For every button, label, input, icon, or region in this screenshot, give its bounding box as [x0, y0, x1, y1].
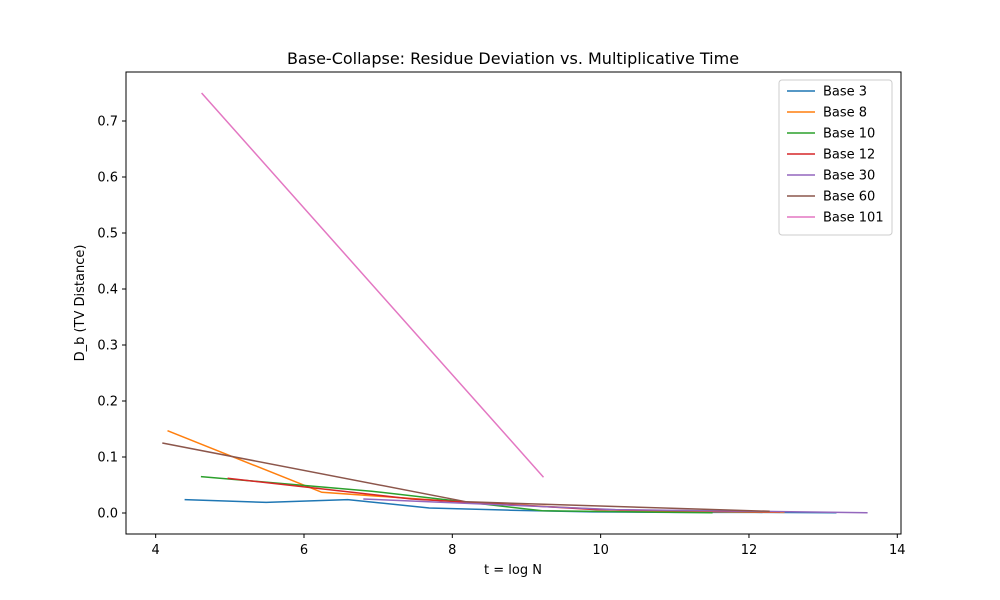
chart-title: Base-Collapse: Residue Deviation vs. Mul… — [287, 49, 739, 68]
y-tick-label: 0.5 — [97, 227, 118, 242]
y-tick-label: 0.3 — [97, 339, 118, 354]
y-axis: 0.0 0.1 0.2 0.3 0.4 0.5 0.6 0.7 — [97, 115, 126, 522]
x-tick-label: 6 — [300, 543, 308, 558]
legend: Base 3 Base 8 Base 10 Base 12 Base 30 Base 60… — [778, 79, 893, 236]
x-tick-label: 14 — [889, 543, 906, 558]
series-line-base-8 — [167, 430, 785, 514]
y-tick-label: 0.1 — [97, 451, 118, 466]
legend-label-base-8: Base 8 — [823, 106, 867, 121]
y-tick-label: 0.6 — [97, 171, 118, 186]
plot-frame — [125, 71, 902, 535]
x-tick-label: 4 — [152, 543, 160, 558]
series-line-base-30 — [363, 498, 868, 514]
y-tick-label: 0.4 — [97, 283, 118, 298]
legend-label-base-101: Base 101 — [823, 211, 884, 226]
y-tick-label: 0.0 — [97, 507, 118, 522]
x-tick-label: 10 — [592, 543, 609, 558]
series-line-base-60 — [162, 442, 770, 513]
x-axis: 4 6 8 10 12 14 — [152, 534, 906, 558]
x-tick-label: 12 — [741, 543, 758, 558]
legend-label-base-10: Base 10 — [823, 127, 875, 142]
legend-label-base-30: Base 30 — [823, 169, 875, 184]
plot-series — [162, 92, 868, 514]
legend-label-base-3: Base 3 — [823, 85, 867, 100]
x-axis-label: t = log N — [484, 563, 542, 578]
legend-label-base-12: Base 12 — [823, 148, 875, 163]
series-line-base-101 — [201, 92, 545, 478]
y-axis-label: D_b (TV Distance) — [73, 245, 88, 362]
y-tick-label: 0.7 — [97, 115, 118, 130]
x-tick-label: 8 — [448, 543, 456, 558]
y-tick-label: 0.2 — [97, 395, 118, 410]
legend-label-base-60: Base 60 — [823, 190, 875, 205]
